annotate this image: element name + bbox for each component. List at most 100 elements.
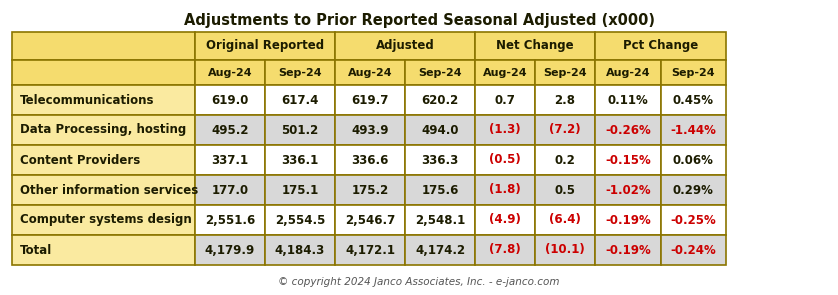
Text: Aug-24: Aug-24 (348, 68, 392, 78)
Text: -0.19%: -0.19% (605, 214, 650, 227)
Bar (195, 175, 265, 205)
Bar (535, 175, 595, 205)
Text: 4,172.1: 4,172.1 (345, 243, 395, 256)
Text: 177.0: 177.0 (211, 183, 249, 196)
Text: 2,546.7: 2,546.7 (345, 214, 396, 227)
Bar (335, 145, 405, 175)
Bar (660, 85, 726, 115)
Bar (475, 115, 535, 145)
Bar (475, 145, 535, 175)
Bar (475, 85, 535, 115)
Text: 337.1: 337.1 (211, 153, 249, 166)
Bar (265, 115, 335, 145)
Text: 0.06%: 0.06% (673, 153, 714, 166)
Text: Sep-24: Sep-24 (543, 68, 587, 78)
Bar (405, 145, 475, 175)
Bar (195, 32, 335, 60)
Text: © copyright 2024 Janco Associates, Inc. - e-janco.com: © copyright 2024 Janco Associates, Inc. … (278, 277, 560, 287)
Text: 4,184.3: 4,184.3 (275, 243, 325, 256)
Bar (595, 115, 660, 145)
Bar (595, 85, 660, 115)
Text: (4.9): (4.9) (489, 214, 521, 227)
Text: 501.2: 501.2 (282, 124, 318, 137)
Text: -1.02%: -1.02% (605, 183, 650, 196)
Bar (195, 235, 265, 265)
Bar (660, 175, 726, 205)
Bar (265, 145, 335, 175)
Bar (335, 60, 405, 85)
Bar (195, 85, 265, 115)
Bar (535, 115, 595, 145)
Bar (265, 235, 335, 265)
Text: 336.6: 336.6 (351, 153, 389, 166)
Bar (405, 175, 475, 205)
Text: Pct Change: Pct Change (623, 40, 698, 53)
Text: Other information services: Other information services (20, 183, 199, 196)
Text: 336.1: 336.1 (282, 153, 318, 166)
Bar (12, 32, 195, 60)
Text: Telecommunications: Telecommunications (20, 94, 154, 106)
Text: (0.5): (0.5) (489, 153, 521, 166)
Bar (475, 175, 535, 205)
Text: (7.2): (7.2) (549, 124, 581, 137)
Bar (535, 205, 595, 235)
Bar (405, 60, 475, 85)
Text: 0.45%: 0.45% (673, 94, 714, 106)
Bar (660, 145, 726, 175)
Text: 495.2: 495.2 (211, 124, 249, 137)
Text: Net Change: Net Change (496, 40, 574, 53)
Text: (1.8): (1.8) (489, 183, 521, 196)
Text: 4,174.2: 4,174.2 (415, 243, 465, 256)
Bar (475, 205, 535, 235)
Text: -0.24%: -0.24% (670, 243, 716, 256)
Text: Aug-24: Aug-24 (605, 68, 650, 78)
Bar (660, 60, 726, 85)
Text: Total: Total (20, 243, 52, 256)
Text: 0.29%: 0.29% (673, 183, 714, 196)
Bar (335, 205, 405, 235)
Text: 336.3: 336.3 (422, 153, 458, 166)
Bar (660, 205, 726, 235)
Text: 0.7: 0.7 (494, 94, 515, 106)
Bar (535, 85, 595, 115)
Text: Adjusted: Adjusted (375, 40, 434, 53)
Bar (265, 85, 335, 115)
Bar (475, 60, 535, 85)
Bar (12, 60, 195, 85)
Bar (335, 85, 405, 115)
Bar (12, 115, 195, 145)
Text: 175.6: 175.6 (422, 183, 458, 196)
Bar (405, 235, 475, 265)
Text: 2,551.6: 2,551.6 (204, 214, 255, 227)
Text: Original Reported: Original Reported (206, 40, 324, 53)
Bar (265, 60, 335, 85)
Text: 0.11%: 0.11% (608, 94, 648, 106)
Bar (405, 205, 475, 235)
Bar (535, 60, 595, 85)
Bar (12, 145, 195, 175)
Text: 494.0: 494.0 (422, 124, 458, 137)
Text: 175.1: 175.1 (282, 183, 318, 196)
Bar (595, 175, 660, 205)
Text: Aug-24: Aug-24 (208, 68, 252, 78)
Bar (195, 145, 265, 175)
Bar (405, 115, 475, 145)
Bar (335, 235, 405, 265)
Bar (12, 235, 195, 265)
Bar (265, 175, 335, 205)
Bar (595, 145, 660, 175)
Text: Computer systems design: Computer systems design (20, 214, 192, 227)
Bar (335, 32, 475, 60)
Bar (265, 205, 335, 235)
Text: Aug-24: Aug-24 (483, 68, 527, 78)
Text: Sep-24: Sep-24 (671, 68, 715, 78)
Text: 175.2: 175.2 (351, 183, 389, 196)
Text: -0.25%: -0.25% (670, 214, 716, 227)
Bar (195, 205, 265, 235)
Text: Adjustments to Prior Reported Seasonal Adjusted (x000): Adjustments to Prior Reported Seasonal A… (184, 13, 654, 28)
Text: -0.19%: -0.19% (605, 243, 650, 256)
Text: (1.3): (1.3) (489, 124, 520, 137)
Bar (475, 32, 595, 60)
Bar (535, 235, 595, 265)
Text: 619.0: 619.0 (211, 94, 249, 106)
